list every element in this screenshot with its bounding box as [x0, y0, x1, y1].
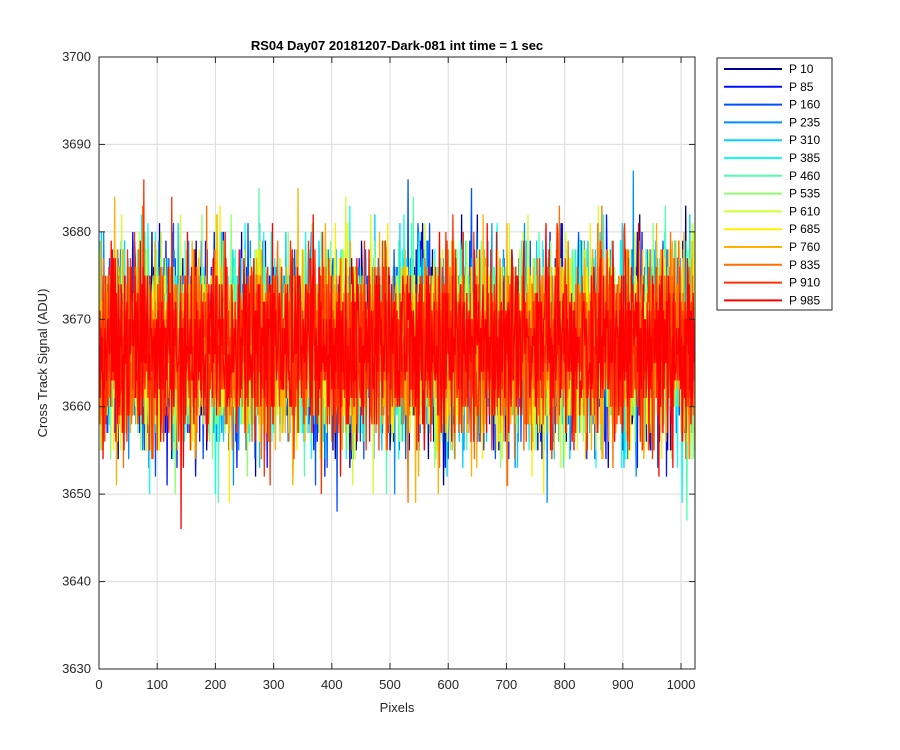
- legend-entry: P 460: [724, 169, 820, 183]
- x-tick-label: 400: [321, 677, 343, 692]
- legend-label: P 85: [789, 80, 814, 94]
- axis-ticks: 0 100 200 300 400 500 600 700 800 900 1000 3630 3640…: [62, 49, 695, 692]
- series-line-p-985: [99, 214, 695, 530]
- plot-frame: [98, 56, 696, 670]
- legend-box: [716, 57, 833, 311]
- legend-entry: P 760: [724, 240, 820, 254]
- legend-entry: P 385: [724, 151, 820, 165]
- y-tick-label: 3690: [62, 136, 91, 151]
- legend-entry: P 610: [724, 204, 820, 218]
- legend-label: P 910: [789, 276, 820, 290]
- legend-entry: P 835: [724, 258, 820, 272]
- x-tick-label: 700: [496, 677, 518, 692]
- x-tick-label: 0: [95, 677, 102, 692]
- legend-label: P 985: [789, 293, 820, 307]
- legend-entry: P 10: [724, 62, 814, 76]
- legend-label: P 235: [789, 115, 820, 129]
- y-tick-label: 3670: [62, 311, 91, 326]
- legend-entry: P 310: [724, 133, 820, 147]
- y-axis-label: Cross Track Signal (ADU): [35, 289, 50, 438]
- x-tick-label: 300: [263, 677, 285, 692]
- legend: P 10 P 85 P 160 P 235 P 310 P 385 P 460 P 535 P …: [716, 57, 833, 311]
- y-tick-label: 3700: [62, 49, 91, 64]
- legend-label: P 160: [789, 98, 820, 112]
- x-tick-label: 100: [146, 677, 168, 692]
- legend-entry: P 535: [724, 187, 820, 201]
- legend-entry: P 985: [724, 293, 820, 307]
- legend-label: P 460: [789, 169, 820, 183]
- legend-label: P 760: [789, 240, 820, 254]
- legend-entry: P 910: [724, 276, 820, 290]
- legend-entry: P 235: [724, 115, 820, 129]
- y-tick-label: 3630: [62, 661, 91, 676]
- x-tick-label: 1000: [667, 677, 696, 692]
- x-tick-label: 200: [205, 677, 227, 692]
- y-tick-label: 3640: [62, 574, 91, 589]
- legend-entry: P 85: [724, 80, 814, 94]
- legend-label: P 535: [789, 187, 820, 201]
- legend-label: P 610: [789, 204, 820, 218]
- y-tick-label: 3650: [62, 486, 91, 501]
- x-tick-label: 500: [379, 677, 401, 692]
- legend-label: P 310: [789, 133, 820, 147]
- legend-label: P 10: [789, 62, 814, 76]
- legend-label: P 835: [789, 258, 820, 272]
- x-tick-label: 800: [554, 677, 576, 692]
- series-layer: [99, 170, 695, 530]
- legend-entry: P 160: [724, 98, 820, 112]
- x-axis-label: Pixels: [380, 700, 415, 715]
- y-tick-label: 3660: [62, 399, 91, 414]
- y-tick-label: 3680: [62, 224, 91, 239]
- legend-label: P 685: [789, 222, 820, 236]
- x-tick-label: 600: [437, 677, 459, 692]
- chart-title: RS04 Day07 20181207-Dark-081 int time = …: [251, 38, 543, 53]
- legend-label: P 385: [789, 151, 820, 165]
- x-tick-label: 900: [612, 677, 634, 692]
- legend-entry: P 685: [724, 222, 820, 236]
